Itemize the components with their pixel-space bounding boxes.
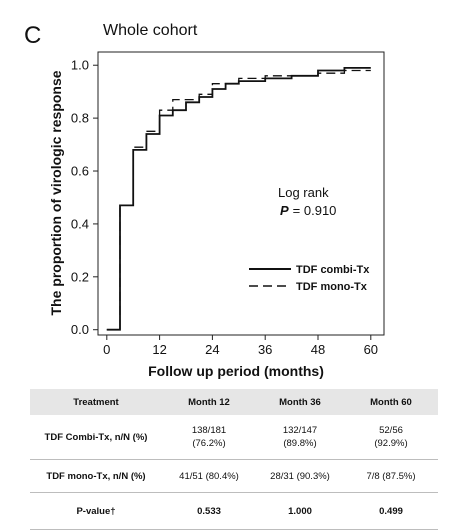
table-header-treatment: Treatment: [30, 389, 162, 415]
cell-text: 0.533: [197, 505, 221, 517]
cell-text: 41/51 (80.4%): [179, 470, 239, 482]
table-cell: 1.000: [256, 492, 344, 530]
table-cell: 7/8 (87.5%): [344, 459, 438, 493]
table-row: TDF mono-Tx, n/N (%) 41/51 (80.4%) 28/31…: [30, 459, 438, 493]
log-rank-label: Log rank: [278, 185, 329, 200]
table-cell: P-value†: [30, 492, 162, 530]
cell-text: TDF Combi-Tx, n/N (%): [44, 431, 148, 443]
table-header-month-12: Month 12: [162, 389, 256, 415]
cell-text: 1.000: [288, 505, 312, 517]
table-cell: 132/147 (89.8%): [256, 415, 344, 460]
cell-text: 52/56: [379, 425, 403, 436]
table-cell: 41/51 (80.4%): [162, 459, 256, 493]
series-layer: [106, 67, 371, 331]
y-tick-label: 0.8: [71, 111, 89, 126]
x-tick-label: 36: [258, 342, 272, 357]
series-line-mono: [106, 69, 371, 331]
cell-text: P-value†: [76, 505, 116, 517]
cell-text: (76.2%): [192, 438, 226, 449]
cell-text: TDF mono-Tx, n/N (%): [46, 470, 146, 482]
cell-text: 28/31 (90.3%): [270, 470, 330, 482]
table-header-row: Treatment Month 12 Month 36 Month 60: [30, 389, 438, 415]
axes-layer: 0 12 24 36 48 60 0.0 0.2 0.4 0.6 0.8 1.0: [71, 58, 378, 357]
table-cell: 28/31 (90.3%): [256, 459, 344, 493]
cell-text: 0.499: [379, 505, 403, 517]
cell-text: (89.8%): [283, 438, 317, 449]
cell-text: 7/8 (87.5%): [366, 470, 416, 482]
table-cell: 52/56 (92.9%): [344, 415, 438, 460]
x-tick-label: 48: [311, 342, 325, 357]
table-cell: TDF mono-Tx, n/N (%): [30, 459, 162, 493]
panel-letter: C: [24, 22, 42, 49]
cell-text: (92.9%): [374, 438, 408, 449]
cell-text: 132/147: [282, 425, 318, 436]
x-tick-label: 60: [364, 342, 378, 357]
legend-label-combi: TDF combi-Tx: [296, 264, 370, 276]
x-tick-label: 12: [152, 342, 166, 357]
p-symbol: P: [280, 203, 289, 218]
km-chart: 0 12 24 36 48 60 0.0 0.2 0.4 0.6 0.8 1.0 The propor…: [48, 51, 385, 379]
table-cell: 0.499: [344, 492, 438, 530]
p-value-annotation: P = 0.910: [280, 203, 336, 218]
table-header-month-36: Month 36: [256, 389, 344, 415]
p-value-text: = 0.910: [293, 203, 337, 218]
table-header-month-60: Month 60: [344, 389, 438, 415]
table-cell: 0.533: [162, 492, 256, 530]
y-tick-label: 0.4: [71, 216, 89, 231]
x-axis-label: Follow up period (months): [148, 363, 324, 379]
chart-title: Whole cohort: [103, 22, 198, 39]
y-tick-label: 1.0: [71, 58, 89, 73]
legend: TDF combi-Tx TDF mono-Tx: [249, 264, 370, 293]
legend-label-mono: TDF mono-Tx: [296, 281, 368, 293]
table-cell: TDF Combi-Tx, n/N (%): [30, 415, 162, 460]
x-tick-label: 24: [205, 342, 219, 357]
series-line-combi: [106, 67, 371, 331]
y-axis-label: The proportion of virologic response: [48, 70, 64, 315]
y-tick-label: 0.0: [71, 322, 89, 337]
y-tick-label: 0.6: [71, 164, 89, 179]
y-tick-label: 0.2: [71, 269, 89, 284]
table-cell: 138/181 (76.2%): [162, 415, 256, 460]
x-tick-label: 0: [103, 342, 110, 357]
table-row: TDF Combi-Tx, n/N (%) 138/181 (76.2%) 132…: [30, 415, 438, 460]
table-row: P-value† 0.533 1.000 0.499: [30, 492, 438, 530]
plot-frame: [97, 51, 385, 336]
cell-text: 138/181: [191, 425, 227, 436]
